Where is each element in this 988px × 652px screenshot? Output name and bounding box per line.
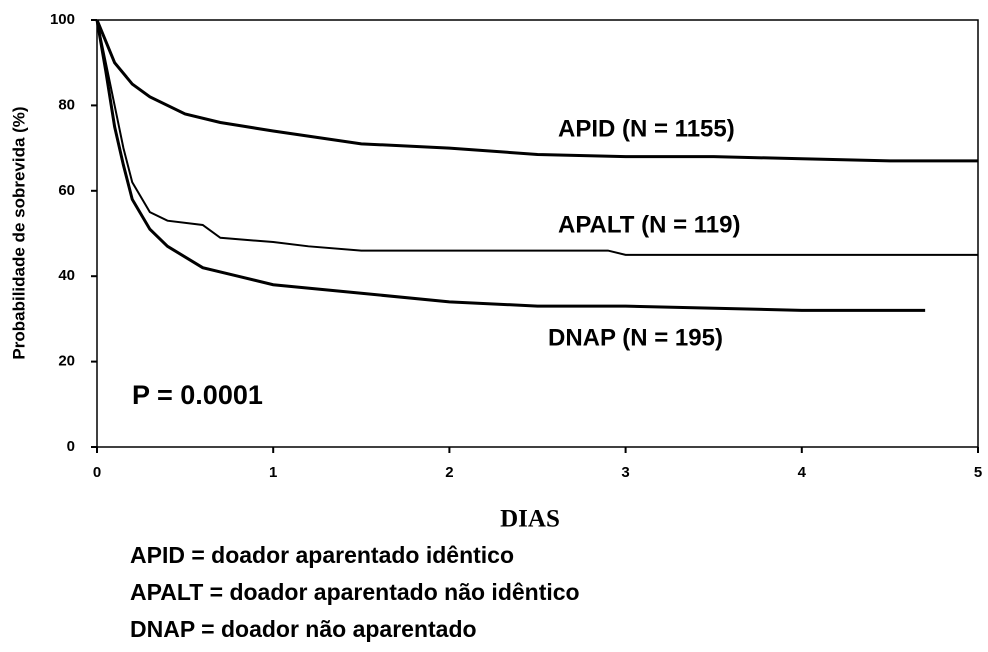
x-tick-label: 3 bbox=[621, 464, 629, 481]
x-tick-label: 1 bbox=[269, 464, 277, 481]
series-label: APALT (N = 119) bbox=[558, 211, 740, 238]
y-tick-label: 80 bbox=[58, 96, 75, 113]
y-tick-label: 20 bbox=[58, 353, 75, 370]
y-tick-label: 60 bbox=[58, 182, 75, 199]
y-axis-label: Probabilidade de sobrevida (%) bbox=[9, 106, 28, 359]
survival-curve bbox=[95, 19, 978, 163]
x-axis-label: DIAS bbox=[500, 506, 560, 533]
y-tick-label: 40 bbox=[58, 267, 75, 284]
footnote: DNAP = doador não aparentado bbox=[130, 616, 477, 642]
footnote: APID = doador aparentado idêntico bbox=[130, 542, 514, 568]
survival-curve bbox=[95, 19, 926, 312]
series-label: DNAP (N = 195) bbox=[548, 324, 723, 351]
annotation: P = 0.0001 bbox=[132, 380, 263, 410]
plot-frame bbox=[96, 19, 979, 448]
survival-curve bbox=[96, 19, 978, 256]
series-label: APID (N = 1155) bbox=[558, 115, 735, 142]
y-tick-label: 100 bbox=[50, 11, 75, 28]
x-tick-label: 5 bbox=[974, 464, 982, 481]
x-tick-label: 4 bbox=[798, 464, 807, 481]
y-tick-label: 0 bbox=[67, 438, 75, 455]
x-tick-label: 0 bbox=[93, 464, 101, 481]
footnote: APALT = doador aparentado não idêntico bbox=[130, 579, 580, 605]
x-tick-label: 2 bbox=[445, 464, 453, 481]
